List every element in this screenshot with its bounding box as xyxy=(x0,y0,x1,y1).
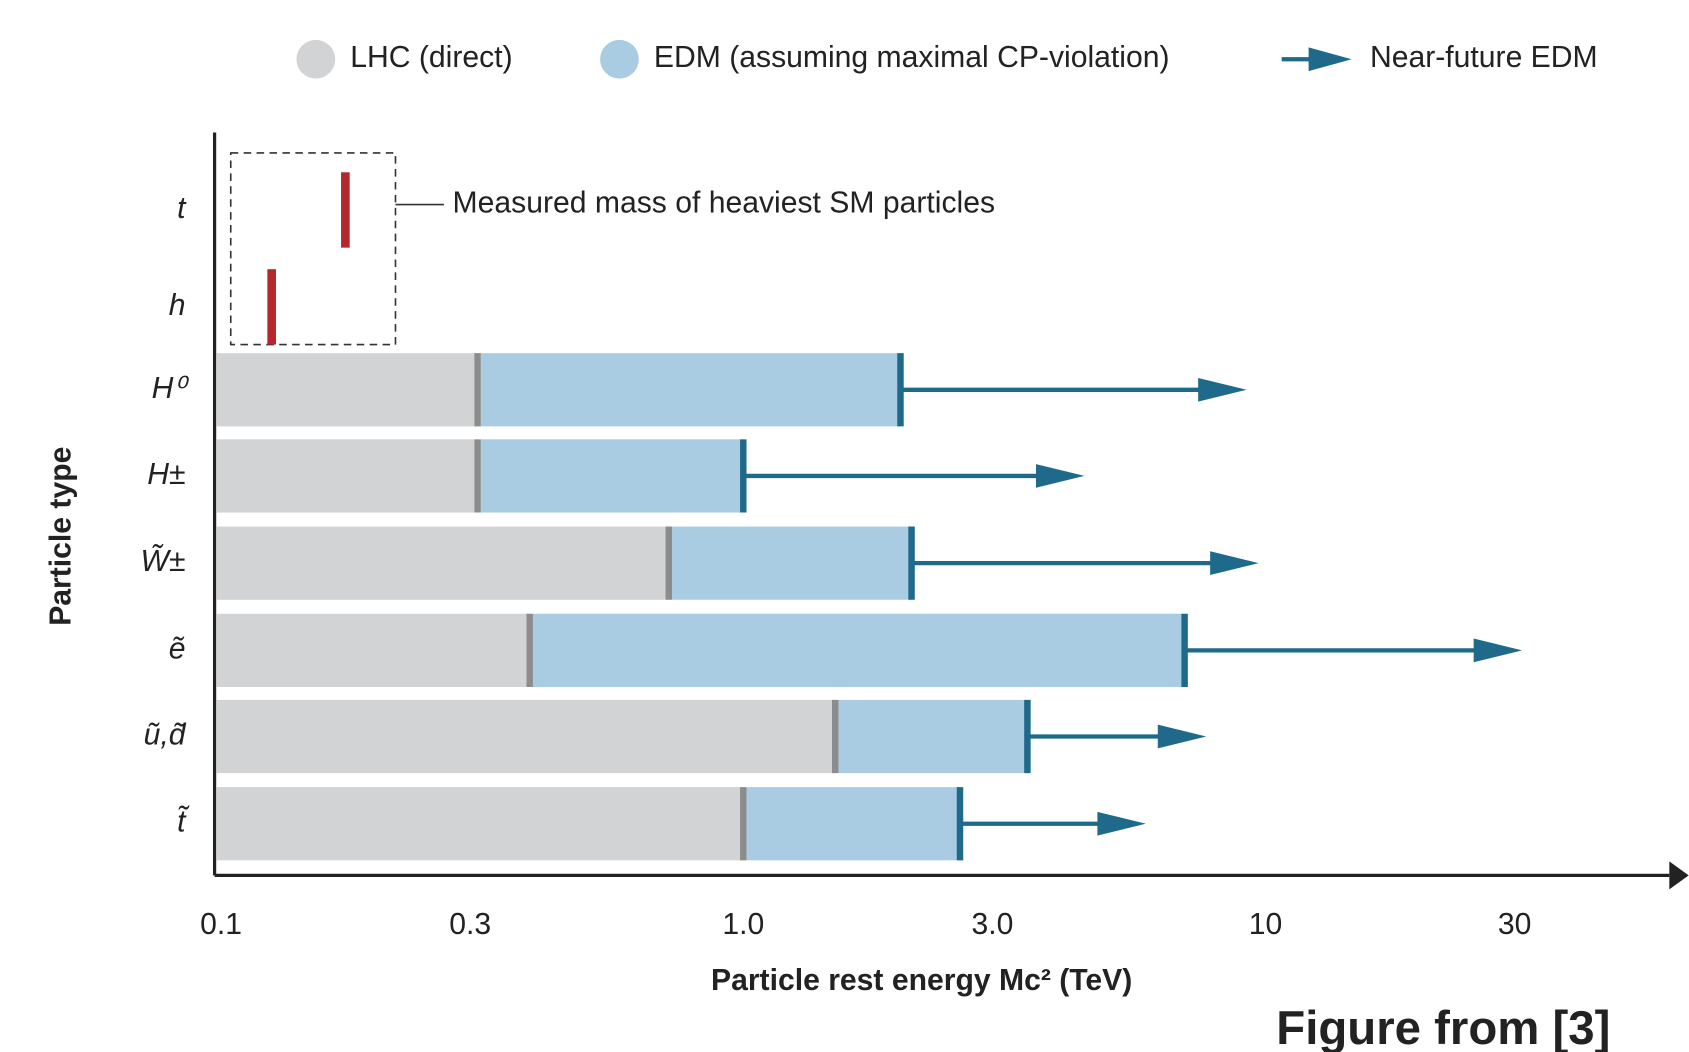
x-tick-label: 3.0 xyxy=(972,908,1014,941)
lhc-bar xyxy=(216,353,478,427)
edm-bar xyxy=(838,699,1028,774)
y-tick-label: t xyxy=(177,192,187,225)
x-tick-label: 0.3 xyxy=(449,908,491,941)
x-tick-label: 10 xyxy=(1249,908,1283,941)
edm-bar xyxy=(672,526,912,600)
future-arrowhead xyxy=(1210,551,1259,575)
y-tick-label: h xyxy=(169,289,186,322)
legend-label: LHC (direct) xyxy=(350,41,512,74)
legend-label: Near-future EDM xyxy=(1370,41,1598,74)
highlight-box xyxy=(229,152,397,346)
future-arrowhead xyxy=(1473,638,1523,663)
y-axis-label: Particle type xyxy=(45,447,78,626)
legend-swatch xyxy=(600,39,639,79)
edm-bar xyxy=(480,439,744,513)
future-arrowhead xyxy=(1157,724,1207,749)
legend-label: EDM (assuming maximal CP-violation) xyxy=(654,41,1170,74)
x-tick-label: 30 xyxy=(1498,908,1532,941)
x-tick-label: 1.0 xyxy=(722,908,764,941)
lhc-bar xyxy=(216,787,744,861)
y-tick-label: W̃± xyxy=(141,545,186,578)
future-arrowhead xyxy=(1198,377,1247,402)
y-tick-label: ũ,d̃ xyxy=(144,718,187,751)
measured-mass xyxy=(267,269,276,345)
lhc-bar xyxy=(216,613,530,687)
x-axis-label: Particle rest energy Mc² (TeV) xyxy=(711,964,1132,997)
lhc-bar xyxy=(216,526,669,600)
y-tick-label: t̃ xyxy=(177,806,190,839)
future-arrowhead xyxy=(1035,464,1085,488)
measured-mass xyxy=(341,172,350,248)
y-tick-label: H⁰ xyxy=(152,372,190,405)
edm-bar xyxy=(480,353,901,427)
annotation: Measured mass of heaviest SM particles xyxy=(453,187,995,220)
y-tick-label: H± xyxy=(147,458,185,491)
edm-bar xyxy=(532,613,1185,687)
lhc-bar xyxy=(216,699,836,774)
x-tick-label: 0.1 xyxy=(200,908,242,941)
lhc-bar xyxy=(216,439,478,513)
axis-arrow xyxy=(1669,861,1689,890)
edm-bar xyxy=(746,787,960,861)
legend-swatch xyxy=(296,39,336,79)
source-note: Figure from [3] xyxy=(1276,1002,1610,1052)
future-arrowhead xyxy=(1097,811,1146,836)
legend-swatch xyxy=(1308,47,1352,72)
y-tick-label: ẽ xyxy=(169,632,186,665)
